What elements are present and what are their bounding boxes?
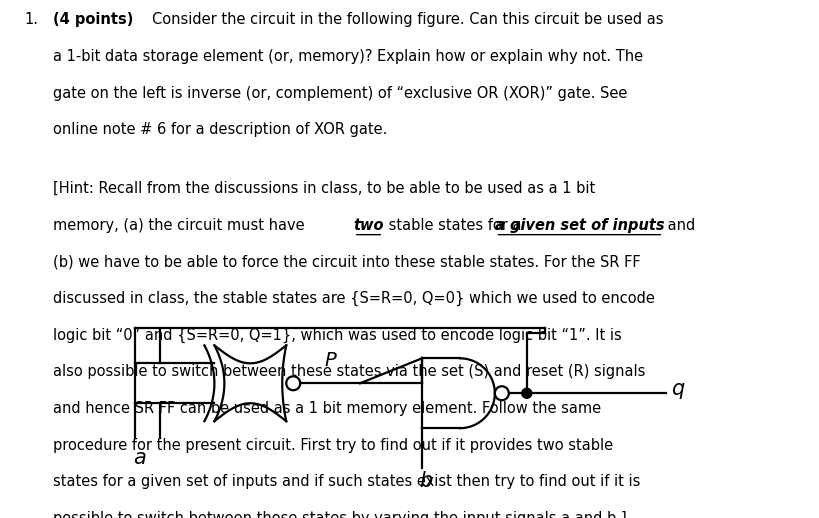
Text: P: P <box>324 351 336 370</box>
Text: procedure for the present circuit. First try to find out if it provides two stab: procedure for the present circuit. First… <box>53 438 613 453</box>
Text: logic bit “0” and {S=R=0, Q=1}, which was used to encode logic bit “1”. It is: logic bit “0” and {S=R=0, Q=1}, which wa… <box>53 327 622 343</box>
Text: Consider the circuit in the following figure. Can this circuit be used as: Consider the circuit in the following fi… <box>152 12 663 27</box>
Text: two: two <box>354 218 384 233</box>
Text: stable states for a: stable states for a <box>384 218 527 233</box>
Text: a 1-bit data storage element (or, memory)? Explain how or explain why not. The: a 1-bit data storage element (or, memory… <box>53 49 644 64</box>
Text: and: and <box>663 218 695 233</box>
Text: 1.: 1. <box>25 12 38 27</box>
Text: a given set of inputs: a given set of inputs <box>495 218 665 233</box>
Text: also possible to switch between these states via the set (S) and reset (R) signa: also possible to switch between these st… <box>53 364 645 379</box>
Text: online note # 6 for a description of XOR gate.: online note # 6 for a description of XOR… <box>53 122 387 137</box>
Text: and hence SR FF can be used as a 1 bit memory element. Follow the same: and hence SR FF can be used as a 1 bit m… <box>53 401 601 416</box>
Text: q: q <box>672 379 685 399</box>
Text: [Hint: Recall from the discussions in class, to be able to be used as a 1 bit: [Hint: Recall from the discussions in cl… <box>53 181 595 196</box>
Circle shape <box>522 388 532 398</box>
Text: (b) we have to be able to force the circuit into these stable states. For the SR: (b) we have to be able to force the circ… <box>53 254 640 269</box>
Text: a: a <box>133 448 146 468</box>
Text: states for a given set of inputs and if such states exist then try to find out i: states for a given set of inputs and if … <box>53 474 640 490</box>
Text: possible to switch between those states by varying the input signals a and b.]: possible to switch between those states … <box>53 511 627 518</box>
Text: gate on the left is inverse (or, complement) of “exclusive OR (XOR)” gate. See: gate on the left is inverse (or, complem… <box>53 86 627 101</box>
Text: discussed in class, the stable states are {S=R=0, Q=0} which we used to encode: discussed in class, the stable states ar… <box>53 291 655 306</box>
Text: memory, (a) the circuit must have: memory, (a) the circuit must have <box>53 218 310 233</box>
Text: b: b <box>419 471 432 491</box>
Text: (4 points): (4 points) <box>53 12 133 27</box>
